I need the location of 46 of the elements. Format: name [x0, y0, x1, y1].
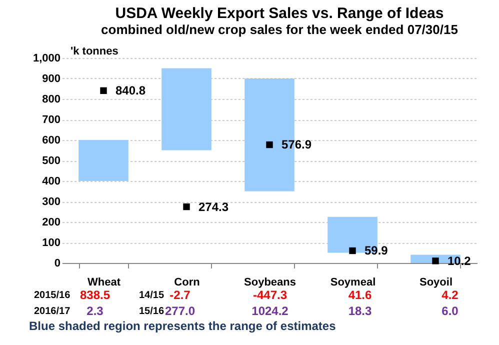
bar — [78, 140, 128, 181]
point — [349, 247, 356, 254]
y-tick-label: 200 — [42, 216, 60, 228]
x-tick-label: Wheat — [88, 276, 121, 288]
chart-title: USDA Weekly Export Sales vs. Range of Ideas — [115, 5, 444, 22]
text: -447.3 — [252, 288, 288, 302]
text: 15/16 — [139, 306, 164, 317]
data-label: 840.8 — [116, 84, 146, 98]
x-tick-label: Soybeans — [244, 276, 296, 288]
y-axis-title: 'k tonnes — [70, 46, 118, 58]
point — [183, 203, 190, 210]
text: 277.0 — [164, 304, 196, 318]
data-label: 576.9 — [282, 138, 312, 152]
y-tick-label: 100 — [42, 237, 60, 249]
y-tick-label: 0 — [54, 258, 60, 270]
text: 2015/16 — [34, 290, 71, 301]
chart-subtitle: combined old/new crop sales for the week ended 07/30/15 — [101, 22, 458, 37]
data-label: 59.9 — [364, 244, 388, 258]
y-tick-label: 700 — [42, 114, 60, 126]
text: 18.3 — [348, 304, 372, 318]
y-tick-label: 1,000 — [32, 52, 60, 64]
text: -2.7 — [170, 288, 191, 302]
data-label: 10.2 — [448, 254, 472, 268]
text: 2.3 — [86, 304, 104, 318]
text: 2016/17 — [34, 306, 71, 317]
x-tick-label: Soyoil — [419, 276, 453, 288]
y-tick-label: 300 — [42, 196, 60, 208]
text: 1024.2 — [252, 304, 289, 318]
text: 4.2 — [442, 288, 459, 302]
bar — [162, 68, 212, 150]
text: Blue shaded region represents the range of estimates — [29, 319, 336, 333]
x-tick-label: Corn — [174, 276, 200, 288]
y-tick-label: 400 — [42, 176, 60, 188]
data-label: 274.3 — [198, 200, 229, 214]
text: 838.5 — [80, 288, 110, 302]
x-tick-label: Soymeal — [330, 276, 376, 288]
text: 14/15 — [139, 290, 164, 301]
point — [100, 87, 107, 94]
y-tick-label: 800 — [42, 94, 60, 106]
text: 41.6 — [348, 288, 372, 302]
y-tick-label: 900 — [42, 73, 60, 85]
y-tick-label: 500 — [42, 155, 60, 167]
y-tick-label: 600 — [42, 134, 60, 146]
point — [432, 258, 439, 264]
text: 6.0 — [442, 304, 459, 318]
point — [266, 141, 273, 148]
